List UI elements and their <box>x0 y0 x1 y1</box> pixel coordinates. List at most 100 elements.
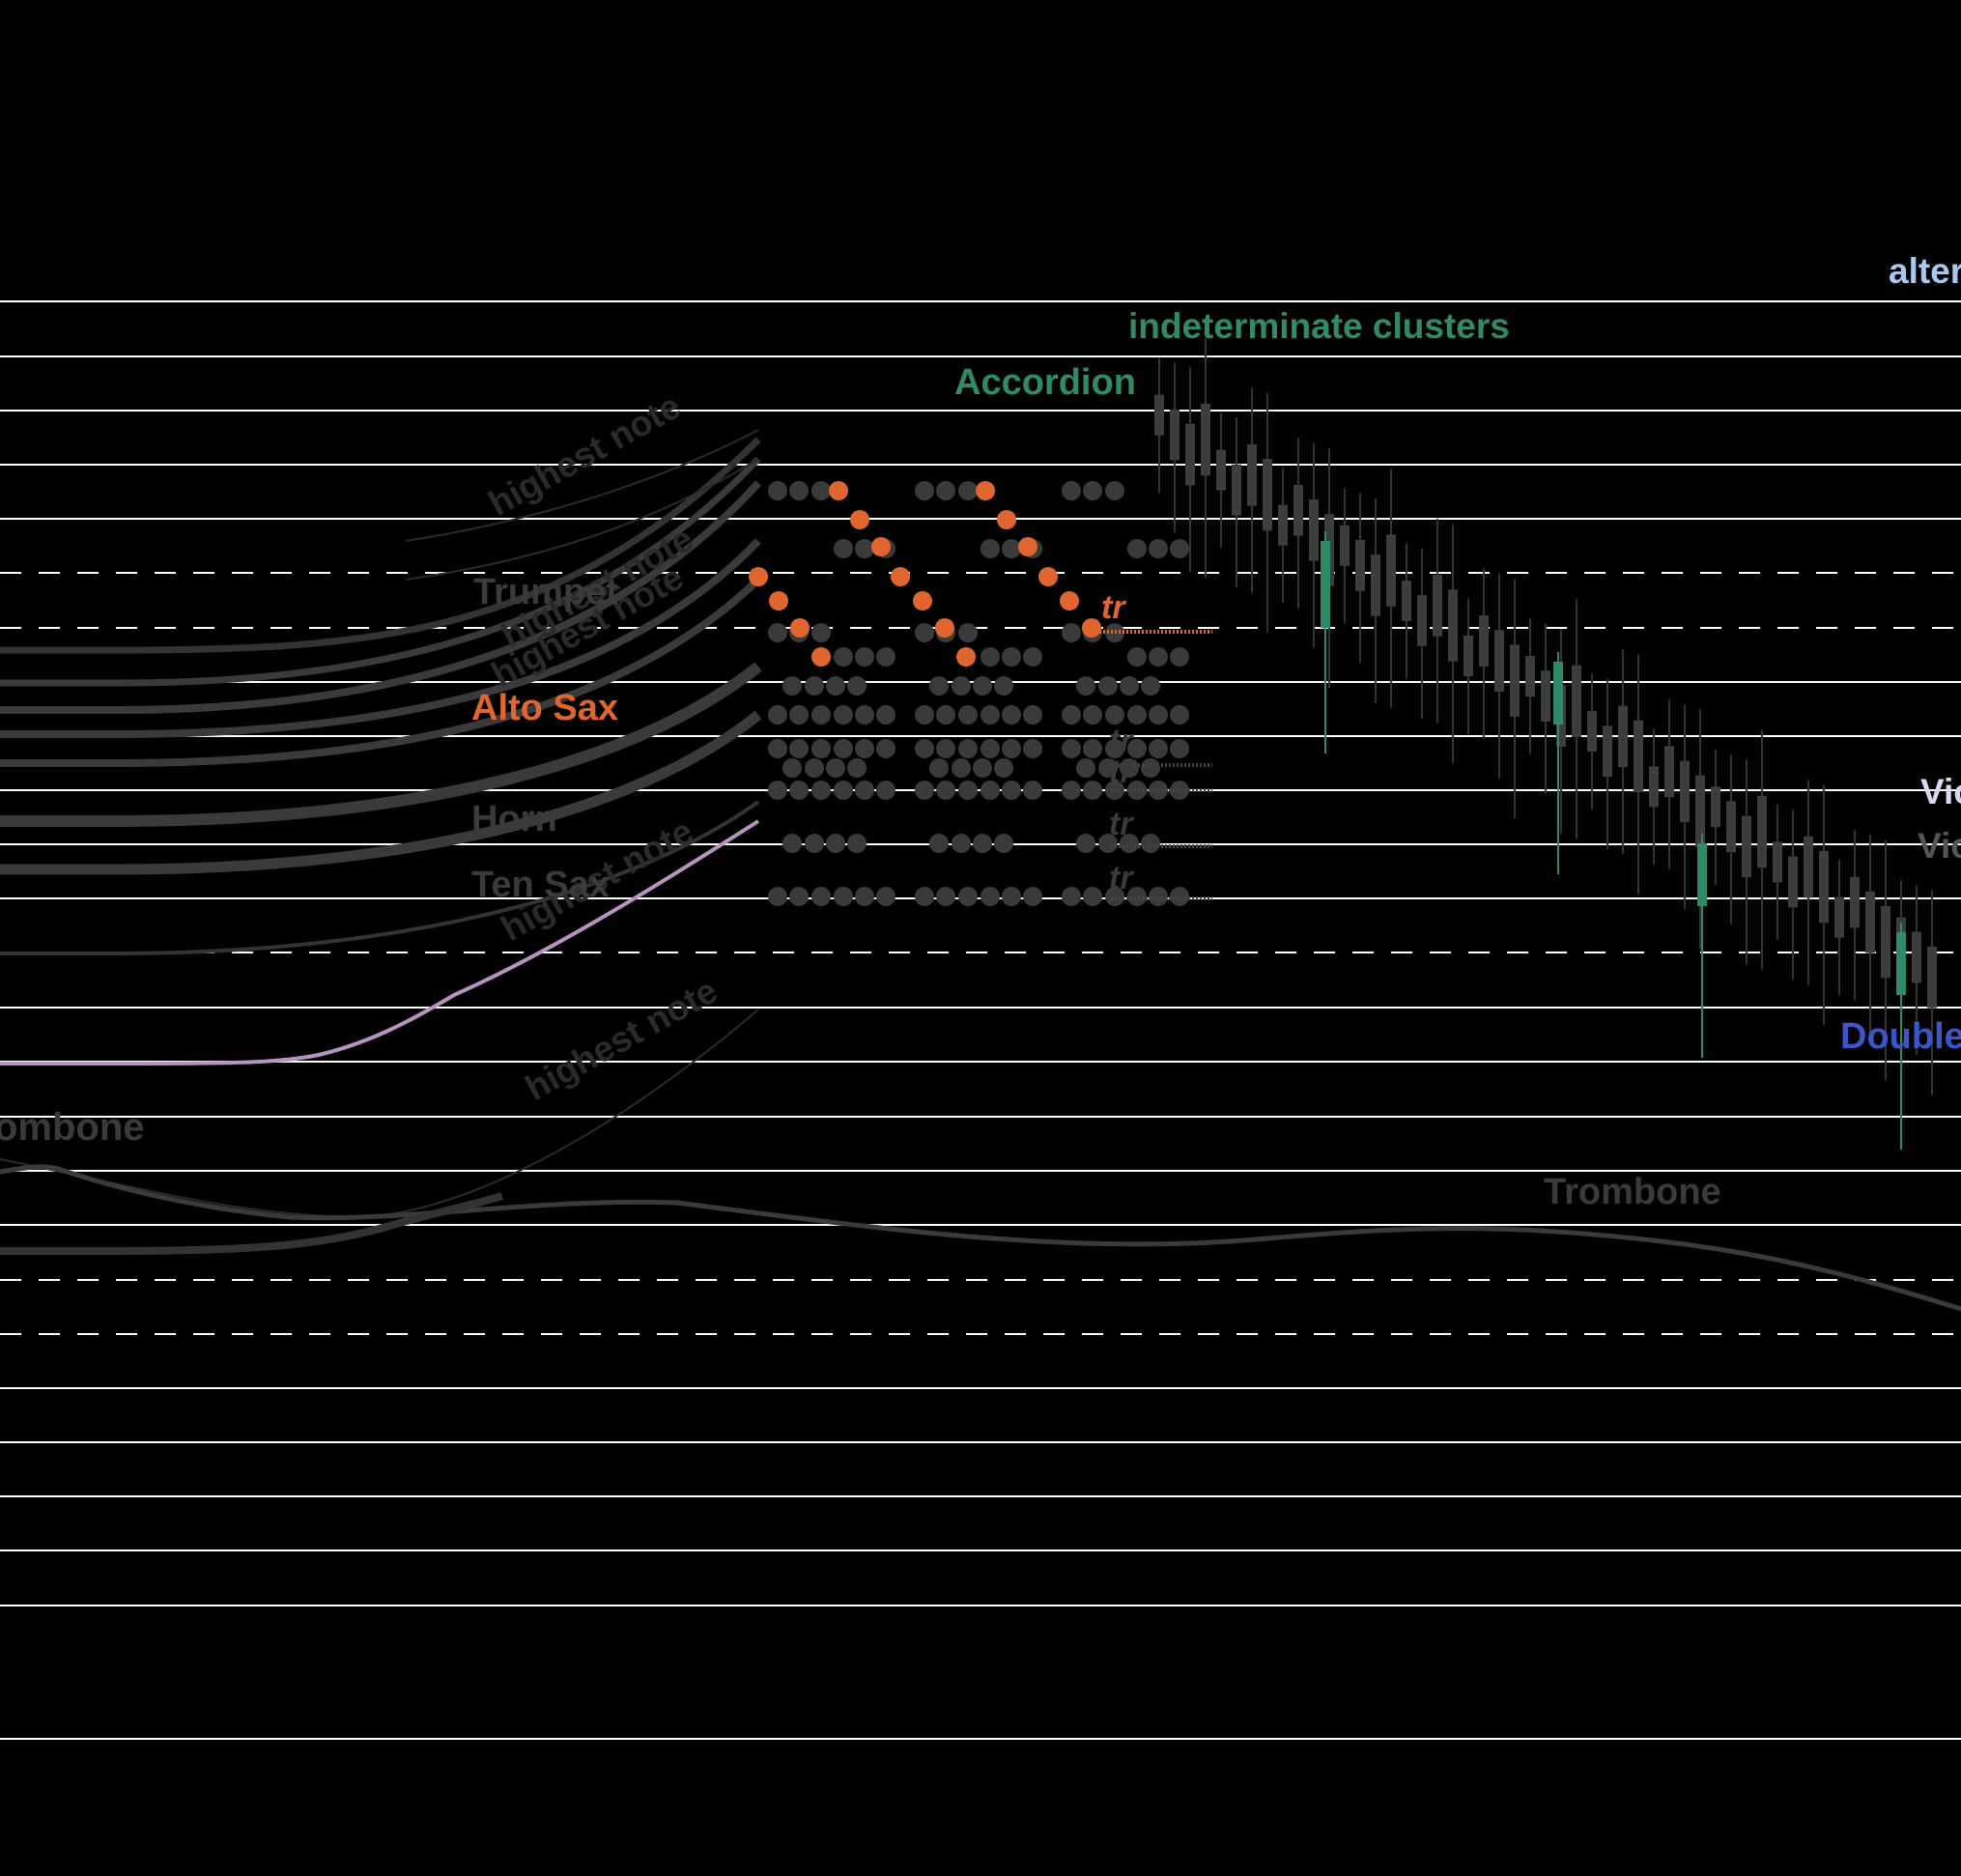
note-dot-36 <box>834 781 853 800</box>
curve-horn <box>0 662 762 827</box>
label-indeterminate-clusters: indeterminate clusters <box>1128 306 1510 346</box>
curve-tensax <box>0 710 762 875</box>
note-dot-132 <box>1127 781 1147 800</box>
note-dot-34 <box>789 781 809 800</box>
note-dot-119 <box>1062 739 1081 758</box>
note-dot-140 <box>1083 887 1102 906</box>
note-dot-146 <box>850 510 869 529</box>
cluster-box-35 <box>1680 760 1690 823</box>
note-dot-42 <box>847 834 867 853</box>
note-dot-5 <box>855 539 874 558</box>
cluster-box-21 <box>1464 635 1473 676</box>
cluster-box-25 <box>1525 656 1535 697</box>
note-dot-156 <box>913 591 932 611</box>
note-dot-15 <box>826 676 845 696</box>
note-dot-75 <box>1002 739 1021 758</box>
note-dot-10 <box>834 647 853 667</box>
note-dot-78 <box>952 758 971 778</box>
label-tr-4: tr <box>1109 860 1134 896</box>
note-dot-88 <box>952 834 971 853</box>
cluster-box-3 <box>1185 423 1195 486</box>
note-dot-62 <box>952 676 971 696</box>
cluster-box-6 <box>1232 464 1241 516</box>
note-dot-144 <box>1170 887 1189 906</box>
cluster-box-50 <box>1912 931 1921 983</box>
note-dot-76 <box>1023 739 1042 758</box>
note-dot-33 <box>768 781 787 800</box>
cluster-box-22 <box>1479 615 1489 667</box>
note-dot-48 <box>876 887 895 906</box>
cluster-box-28 <box>1572 665 1581 737</box>
note-dot-159 <box>1038 567 1058 586</box>
note-dot-4 <box>834 539 853 558</box>
note-dot-50 <box>936 481 955 500</box>
note-dot-26 <box>834 739 853 758</box>
note-dot-154 <box>1018 537 1037 556</box>
label-trombone-right: Trombone <box>1544 1172 1721 1212</box>
note-dot-97 <box>1062 481 1081 500</box>
note-dot-68 <box>980 705 1000 725</box>
note-dot-115 <box>1105 705 1124 725</box>
note-dot-11 <box>855 647 874 667</box>
cluster-box-47 <box>1865 891 1875 953</box>
note-dot-118 <box>1170 705 1189 725</box>
cluster-box-34 <box>1664 746 1674 798</box>
note-dot-46 <box>834 887 853 906</box>
curve-upper-3 <box>0 538 761 738</box>
note-dot-102 <box>1170 539 1189 558</box>
curve-upper-2 <box>0 480 761 714</box>
cluster-box-29 <box>1587 711 1597 753</box>
note-dot-16 <box>847 676 867 696</box>
note-dot-43 <box>768 887 787 906</box>
note-dot-145 <box>829 481 848 500</box>
note-dot-61 <box>929 676 949 696</box>
note-dot-63 <box>973 676 992 696</box>
cluster-box-17 <box>1402 580 1411 621</box>
cluster-box-30 <box>1603 725 1612 778</box>
note-dot-89 <box>973 834 992 853</box>
note-dot-153 <box>997 510 1016 529</box>
note-dot-110 <box>1098 676 1118 696</box>
curve-bottom-left <box>0 1192 504 1255</box>
note-dot-151 <box>811 647 831 667</box>
note-dot-20 <box>834 705 853 725</box>
cluster-green-box-3 <box>1896 932 1906 995</box>
note-dot-21 <box>855 705 874 725</box>
note-dot-58 <box>980 647 1000 667</box>
note-dot-40 <box>805 834 824 853</box>
cluster-box-10 <box>1293 484 1303 536</box>
note-dot-122 <box>1127 739 1147 758</box>
note-dot-103 <box>1062 623 1081 642</box>
cluster-green-box-2 <box>1697 843 1707 906</box>
note-dot-152 <box>976 481 995 500</box>
cluster-green-box-0 <box>1321 541 1330 628</box>
note-dot-65 <box>915 705 934 725</box>
cluster-box-1 <box>1154 394 1164 436</box>
trill-lines <box>1092 630 1212 900</box>
note-dot-44 <box>789 887 809 906</box>
note-dot-139 <box>1062 887 1081 906</box>
note-dot-38 <box>876 781 895 800</box>
curve-mid <box>0 800 760 955</box>
cluster-box-40 <box>1757 795 1767 868</box>
note-dot-147 <box>871 537 891 556</box>
note-dot-121 <box>1105 739 1124 758</box>
note-dot-123 <box>1149 739 1168 758</box>
note-dot-35 <box>811 781 831 800</box>
label-ten-sax: Ten Sax <box>471 865 610 905</box>
note-dot-112 <box>1141 676 1160 696</box>
cluster-box-51 <box>1927 946 1937 1009</box>
note-dot-101 <box>1149 539 1168 558</box>
note-dot-91 <box>915 887 934 906</box>
note-dot-73 <box>958 739 978 758</box>
cluster-box-13 <box>1340 525 1350 566</box>
curve-trumpet <box>0 437 761 654</box>
label-alter: alter <box>1889 251 1961 291</box>
cluster-box-39 <box>1742 815 1751 878</box>
label-tr-1: tr <box>1109 723 1134 759</box>
cluster-box-33 <box>1649 766 1659 808</box>
note-dot-30 <box>805 758 824 778</box>
note-dot-130 <box>1083 781 1102 800</box>
label-double: Double <box>1840 1016 1961 1057</box>
cluster-box-48 <box>1881 906 1890 979</box>
